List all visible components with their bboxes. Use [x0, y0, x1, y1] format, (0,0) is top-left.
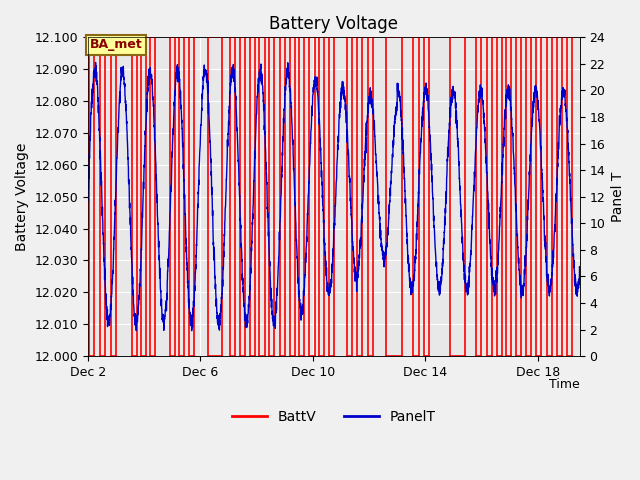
Y-axis label: Panel T: Panel T	[611, 171, 625, 222]
X-axis label: Time: Time	[549, 378, 580, 391]
Title: Battery Voltage: Battery Voltage	[269, 15, 399, 33]
Text: BA_met: BA_met	[90, 38, 142, 51]
Legend: BattV, PanelT: BattV, PanelT	[227, 405, 442, 430]
Y-axis label: Battery Voltage: Battery Voltage	[15, 143, 29, 251]
